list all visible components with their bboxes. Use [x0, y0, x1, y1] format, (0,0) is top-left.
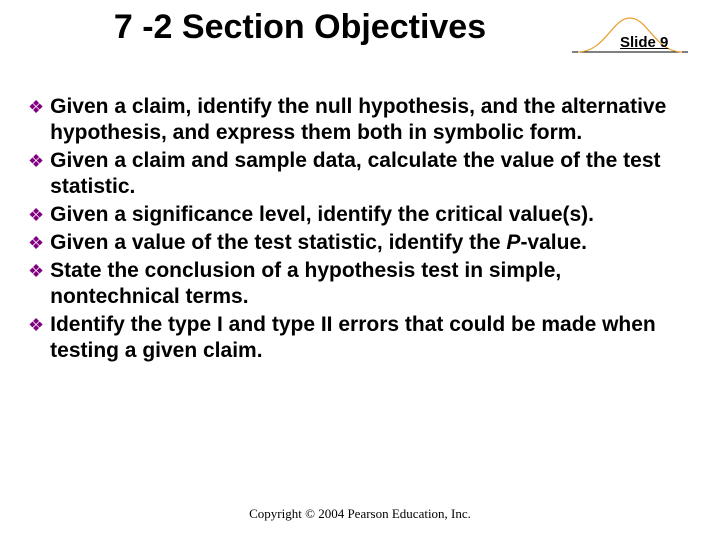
objectives-list: ❖ Given a claim, identify the null hypot… — [0, 70, 720, 364]
list-item: ❖ Identify the type I and type II errors… — [28, 312, 692, 364]
bullet-icon: ❖ — [28, 202, 44, 228]
list-item: ❖ Given a claim, identify the null hypot… — [28, 94, 692, 146]
list-item-text: Identify the type I and type II errors t… — [50, 312, 692, 364]
bullet-icon: ❖ — [28, 94, 44, 120]
list-item-text: Given a claim and sample data, calculate… — [50, 148, 692, 200]
bullet-icon: ❖ — [28, 148, 44, 174]
list-item-text: Given a value of the test statistic, ide… — [50, 230, 587, 256]
slide-number-label: Slide 9 — [620, 34, 668, 51]
bullet-icon: ❖ — [28, 258, 44, 284]
slide-indicator: Slide 9 — [570, 12, 690, 62]
list-item-text: State the conclusion of a hypothesis tes… — [50, 258, 692, 310]
bullet-icon: ❖ — [28, 312, 44, 338]
copyright-footer: Copyright © 2004 Pearson Education, Inc. — [0, 506, 720, 522]
bullet-icon: ❖ — [28, 230, 44, 256]
list-item: ❖ Given a value of the test statistic, i… — [28, 230, 692, 256]
list-item-text: Given a claim, identify the null hypothe… — [50, 94, 692, 146]
list-item-text: Given a significance level, identify the… — [50, 202, 594, 228]
list-item: ❖ Given a claim and sample data, calcula… — [28, 148, 692, 200]
list-item: ❖ State the conclusion of a hypothesis t… — [28, 258, 692, 310]
list-item: ❖ Given a significance level, identify t… — [28, 202, 692, 228]
slide-header: 7 -2 Section Objectives Slide 9 — [0, 0, 720, 70]
